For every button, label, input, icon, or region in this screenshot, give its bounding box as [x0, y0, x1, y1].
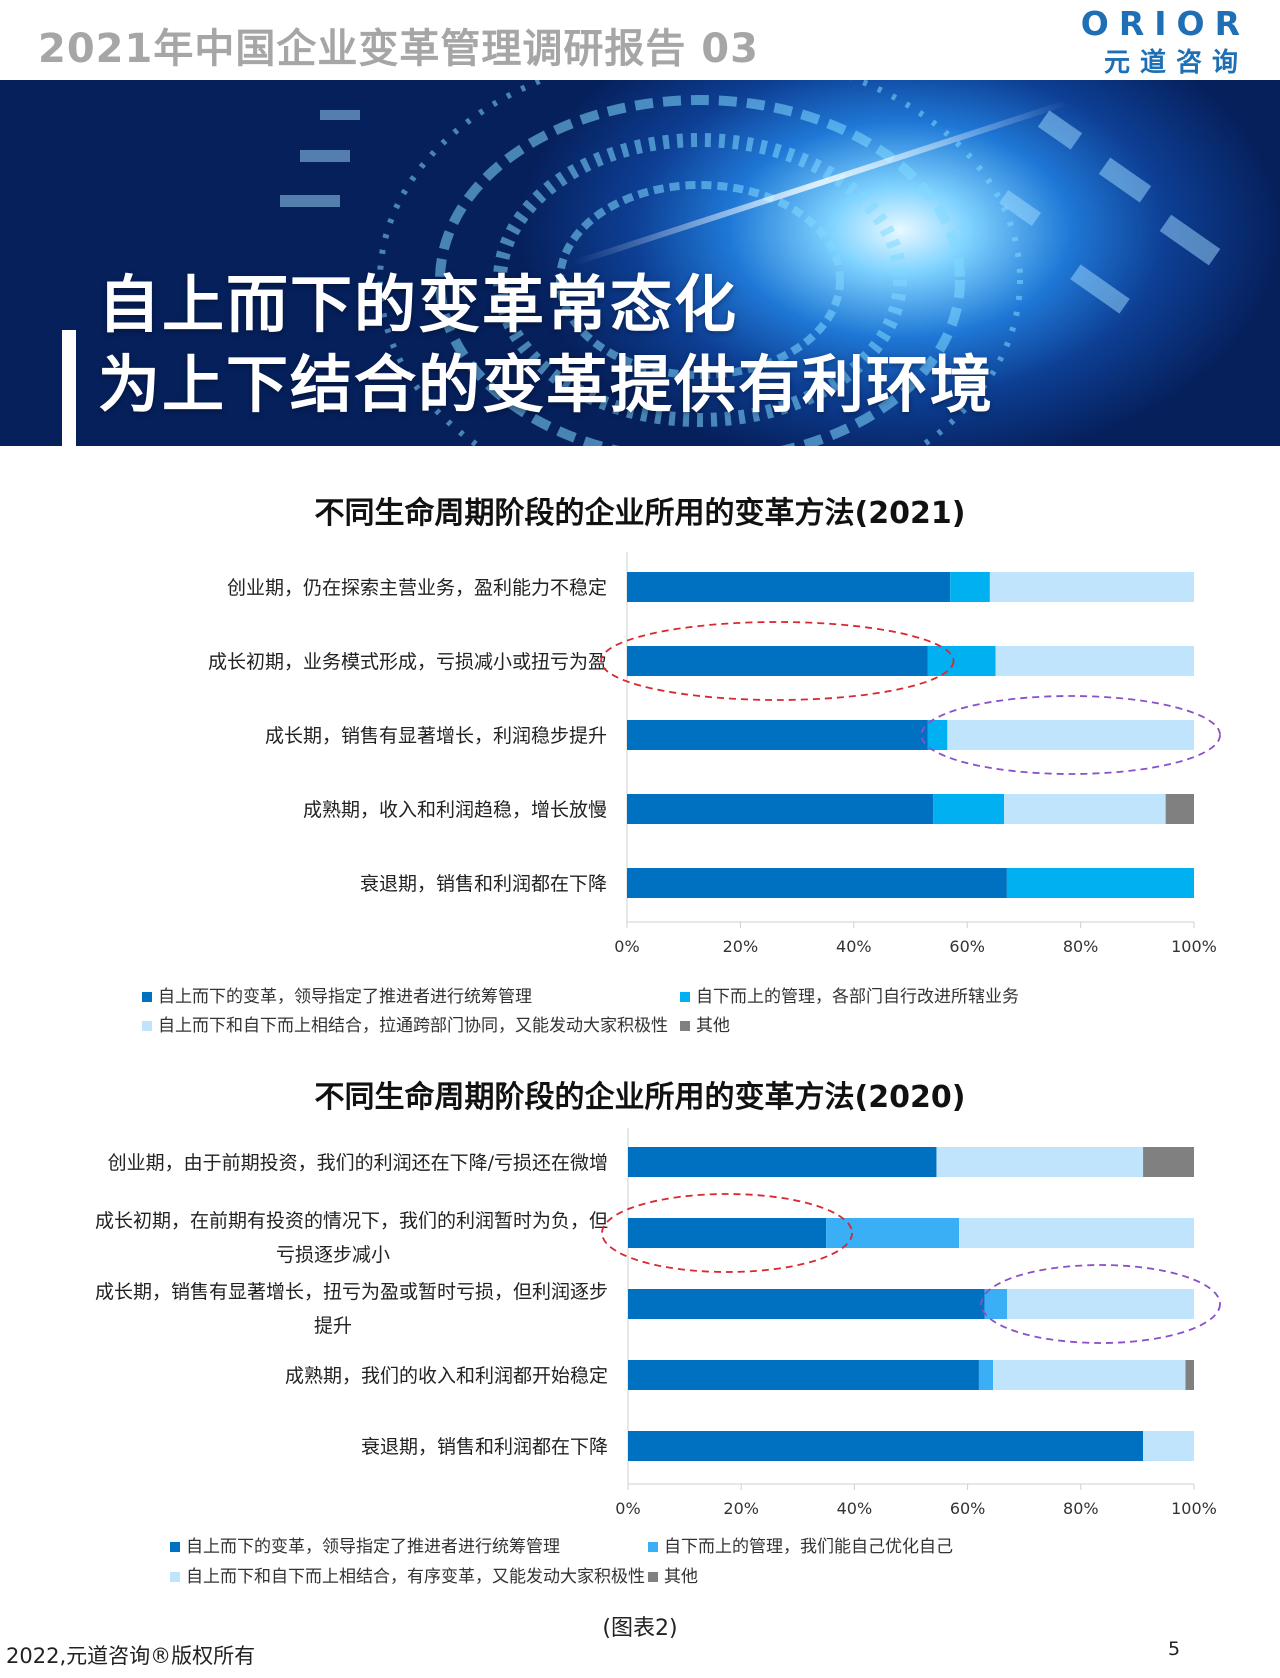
legend-swatch — [142, 992, 152, 1002]
headline-line-1: 自上而下的变革常态化 — [98, 268, 739, 341]
bar-segment-series-2 — [978, 1360, 994, 1390]
legend-label: 自上而下和自下而上相结合，拉通跨部门协同，又能发动大家积极性 — [158, 1016, 668, 1036]
orior-logo: ORIOR 元道咨询 — [1060, 4, 1250, 78]
chart-2021: 0% 20% 40% 60% 80% 100% 创业期，仍在探索主营业务，盈利能力不稳定成长… — [208, 552, 1221, 956]
x-tick-label: 80% — [1063, 937, 1099, 956]
bar-segment-series-1 — [627, 720, 928, 750]
legend-item: 其他 — [648, 1562, 698, 1587]
legend-item: 自上而下和自下而上相结合，拉通跨部门协同，又能发动大家积极性 — [142, 1011, 668, 1036]
bar-segment-series-3 — [936, 1147, 1144, 1177]
copyright-text: 2022,元道咨询®版权所有 — [6, 1644, 256, 1668]
legend-swatch — [680, 992, 690, 1002]
category-label: 创业期，仍在探索主营业务，盈利能力不稳定 — [227, 577, 607, 599]
bar-segment-series-2 — [826, 1218, 960, 1248]
bar-segment-series-3 — [1007, 1289, 1194, 1319]
chart-2021-title: 不同生命周期阶段的企业所用的变革方法(2021) — [314, 496, 966, 531]
bar-segment-series-4 — [1143, 1147, 1194, 1177]
x-tick-label: 0% — [614, 937, 639, 956]
chart-2020: 0% 20% 40% 60% 80% 100% 创业期，由于前期投资，我们的利润还在下降/亏… — [95, 1128, 1221, 1518]
category-label: 成长初期，在前期有投资的情况下，我们的利润暂时为负，但 — [95, 1210, 608, 1232]
bar-segment-series-2 — [950, 572, 990, 602]
legend-label: 自上而下的变革，领导指定了推进者进行统筹管理 — [158, 987, 532, 1007]
banner-tech-graphic — [280, 80, 1221, 446]
bar-segment-series-3 — [1143, 1431, 1194, 1461]
chart-2020-title: 不同生命周期阶段的企业所用的变革方法(2020) — [314, 1080, 966, 1115]
category-label: 成熟期，我们的收入和利润都开始稳定 — [285, 1365, 608, 1387]
logo-chinese-name: 元道咨询 — [1103, 48, 1248, 78]
bar-segment-series-2 — [984, 1289, 1008, 1319]
highlight-ellipse-purple — [980, 1264, 1221, 1344]
bar-segment-series-2 — [933, 794, 1005, 824]
highlight-ellipse-red — [601, 1193, 854, 1273]
legend-swatch — [142, 1021, 152, 1031]
x-tick-label: 80% — [1063, 1499, 1099, 1518]
x-tick-label: 0% — [615, 1499, 640, 1518]
bar-segment-series-2 — [1006, 868, 1194, 898]
legend-item: 自下而上的管理，我们能自己优化自己 — [648, 1532, 953, 1557]
highlight-ellipse-red — [600, 621, 955, 701]
legend-item: 其他 — [680, 1011, 730, 1036]
report-title: 2021年中国企业变革管理调研报告 03 — [38, 26, 759, 72]
bar-segment-series-1 — [628, 1147, 937, 1177]
bar-segment-series-1 — [627, 646, 928, 676]
legend-label: 自下而上的管理，我们能自己优化自己 — [664, 1537, 953, 1557]
bar-segment-series-1 — [628, 1289, 985, 1319]
x-tick-label: 20% — [723, 937, 759, 956]
bar-segment-series-1 — [627, 572, 951, 602]
category-label: 成长期，销售有显著增长，利润稳步提升 — [265, 725, 607, 747]
bar-segment-series-3 — [947, 720, 1194, 750]
page-number: 5 — [1168, 1638, 1181, 1660]
bar-segment-series-3 — [993, 1360, 1186, 1390]
bar-segment-series-4 — [1165, 794, 1194, 824]
legend-swatch — [170, 1542, 180, 1552]
category-label: 亏损逐步减小 — [276, 1244, 390, 1266]
category-label: 衰退期，销售和利润都在下降 — [360, 873, 607, 895]
bar-segment-series-3 — [1004, 794, 1166, 824]
legend-item: 自下而上的管理，各部门自行改进所辖业务 — [680, 982, 1019, 1007]
bar-segment-series-1 — [628, 1431, 1144, 1461]
legend-label: 其他 — [664, 1567, 698, 1587]
bar-segment-series-3 — [995, 646, 1194, 676]
x-tick-label: 100% — [1171, 937, 1217, 956]
bar-segment-series-3 — [989, 572, 1194, 602]
bar-segment-series-1 — [628, 1218, 827, 1248]
bar-segment-series-1 — [628, 1360, 979, 1390]
x-tick-label: 40% — [836, 937, 872, 956]
legend-label: 自上而下和自下而上相结合，有序变革，又能发动大家积极性 — [186, 1567, 645, 1587]
legend-label: 自上而下的变革，领导指定了推进者进行统筹管理 — [186, 1537, 560, 1557]
bar-segment-series-3 — [959, 1218, 1194, 1248]
hero-banner — [0, 80, 1280, 446]
legend-swatch — [170, 1572, 180, 1582]
legend-label: 自下而上的管理，各部门自行改进所辖业务 — [696, 987, 1019, 1007]
legend-swatch — [680, 1021, 690, 1031]
category-label: 衰退期，销售和利润都在下降 — [361, 1436, 608, 1458]
category-label: 创业期，由于前期投资，我们的利润还在下降/亏损还在微增 — [108, 1152, 608, 1174]
logo-wordmark: ORIOR — [1080, 4, 1250, 43]
headline-accent-bar — [62, 330, 76, 446]
category-label: 成长期，销售有显著增长，扭亏为盈或暂时亏损，但利润逐步 — [95, 1281, 608, 1303]
x-tick-label: 100% — [1171, 1499, 1217, 1518]
x-tick-label: 60% — [950, 1499, 986, 1518]
x-tick-label: 40% — [837, 1499, 873, 1518]
legend-item: 自上而下的变革，领导指定了推进者进行统筹管理 — [170, 1532, 560, 1557]
legend-item: 自上而下的变革，领导指定了推进者进行统筹管理 — [142, 982, 532, 1007]
legend-item: 自上而下和自下而上相结合，有序变革，又能发动大家积极性 — [170, 1562, 645, 1587]
bar-segment-series-1 — [627, 868, 1007, 898]
x-tick-label: 20% — [723, 1499, 759, 1518]
legend-label: 其他 — [696, 1016, 730, 1036]
category-label: 提升 — [314, 1315, 352, 1337]
highlight-ellipse-purple — [920, 695, 1221, 775]
legend-swatch — [648, 1542, 658, 1552]
category-label: 成长初期，业务模式形成，亏损减小或扭亏为盈 — [208, 651, 607, 673]
bar-segment-series-4 — [1185, 1360, 1194, 1390]
figure-caption: (图表2) — [602, 1616, 678, 1641]
headline-line-2: 为上下结合的变革提供有利环境 — [98, 348, 995, 421]
bar-segment-series-2 — [927, 720, 948, 750]
category-label: 成熟期，收入和利润趋稳，增长放慢 — [303, 799, 607, 821]
legend-swatch — [648, 1572, 658, 1582]
bar-segment-series-1 — [627, 794, 934, 824]
x-tick-label: 60% — [949, 937, 985, 956]
bar-segment-series-2 — [927, 646, 996, 676]
